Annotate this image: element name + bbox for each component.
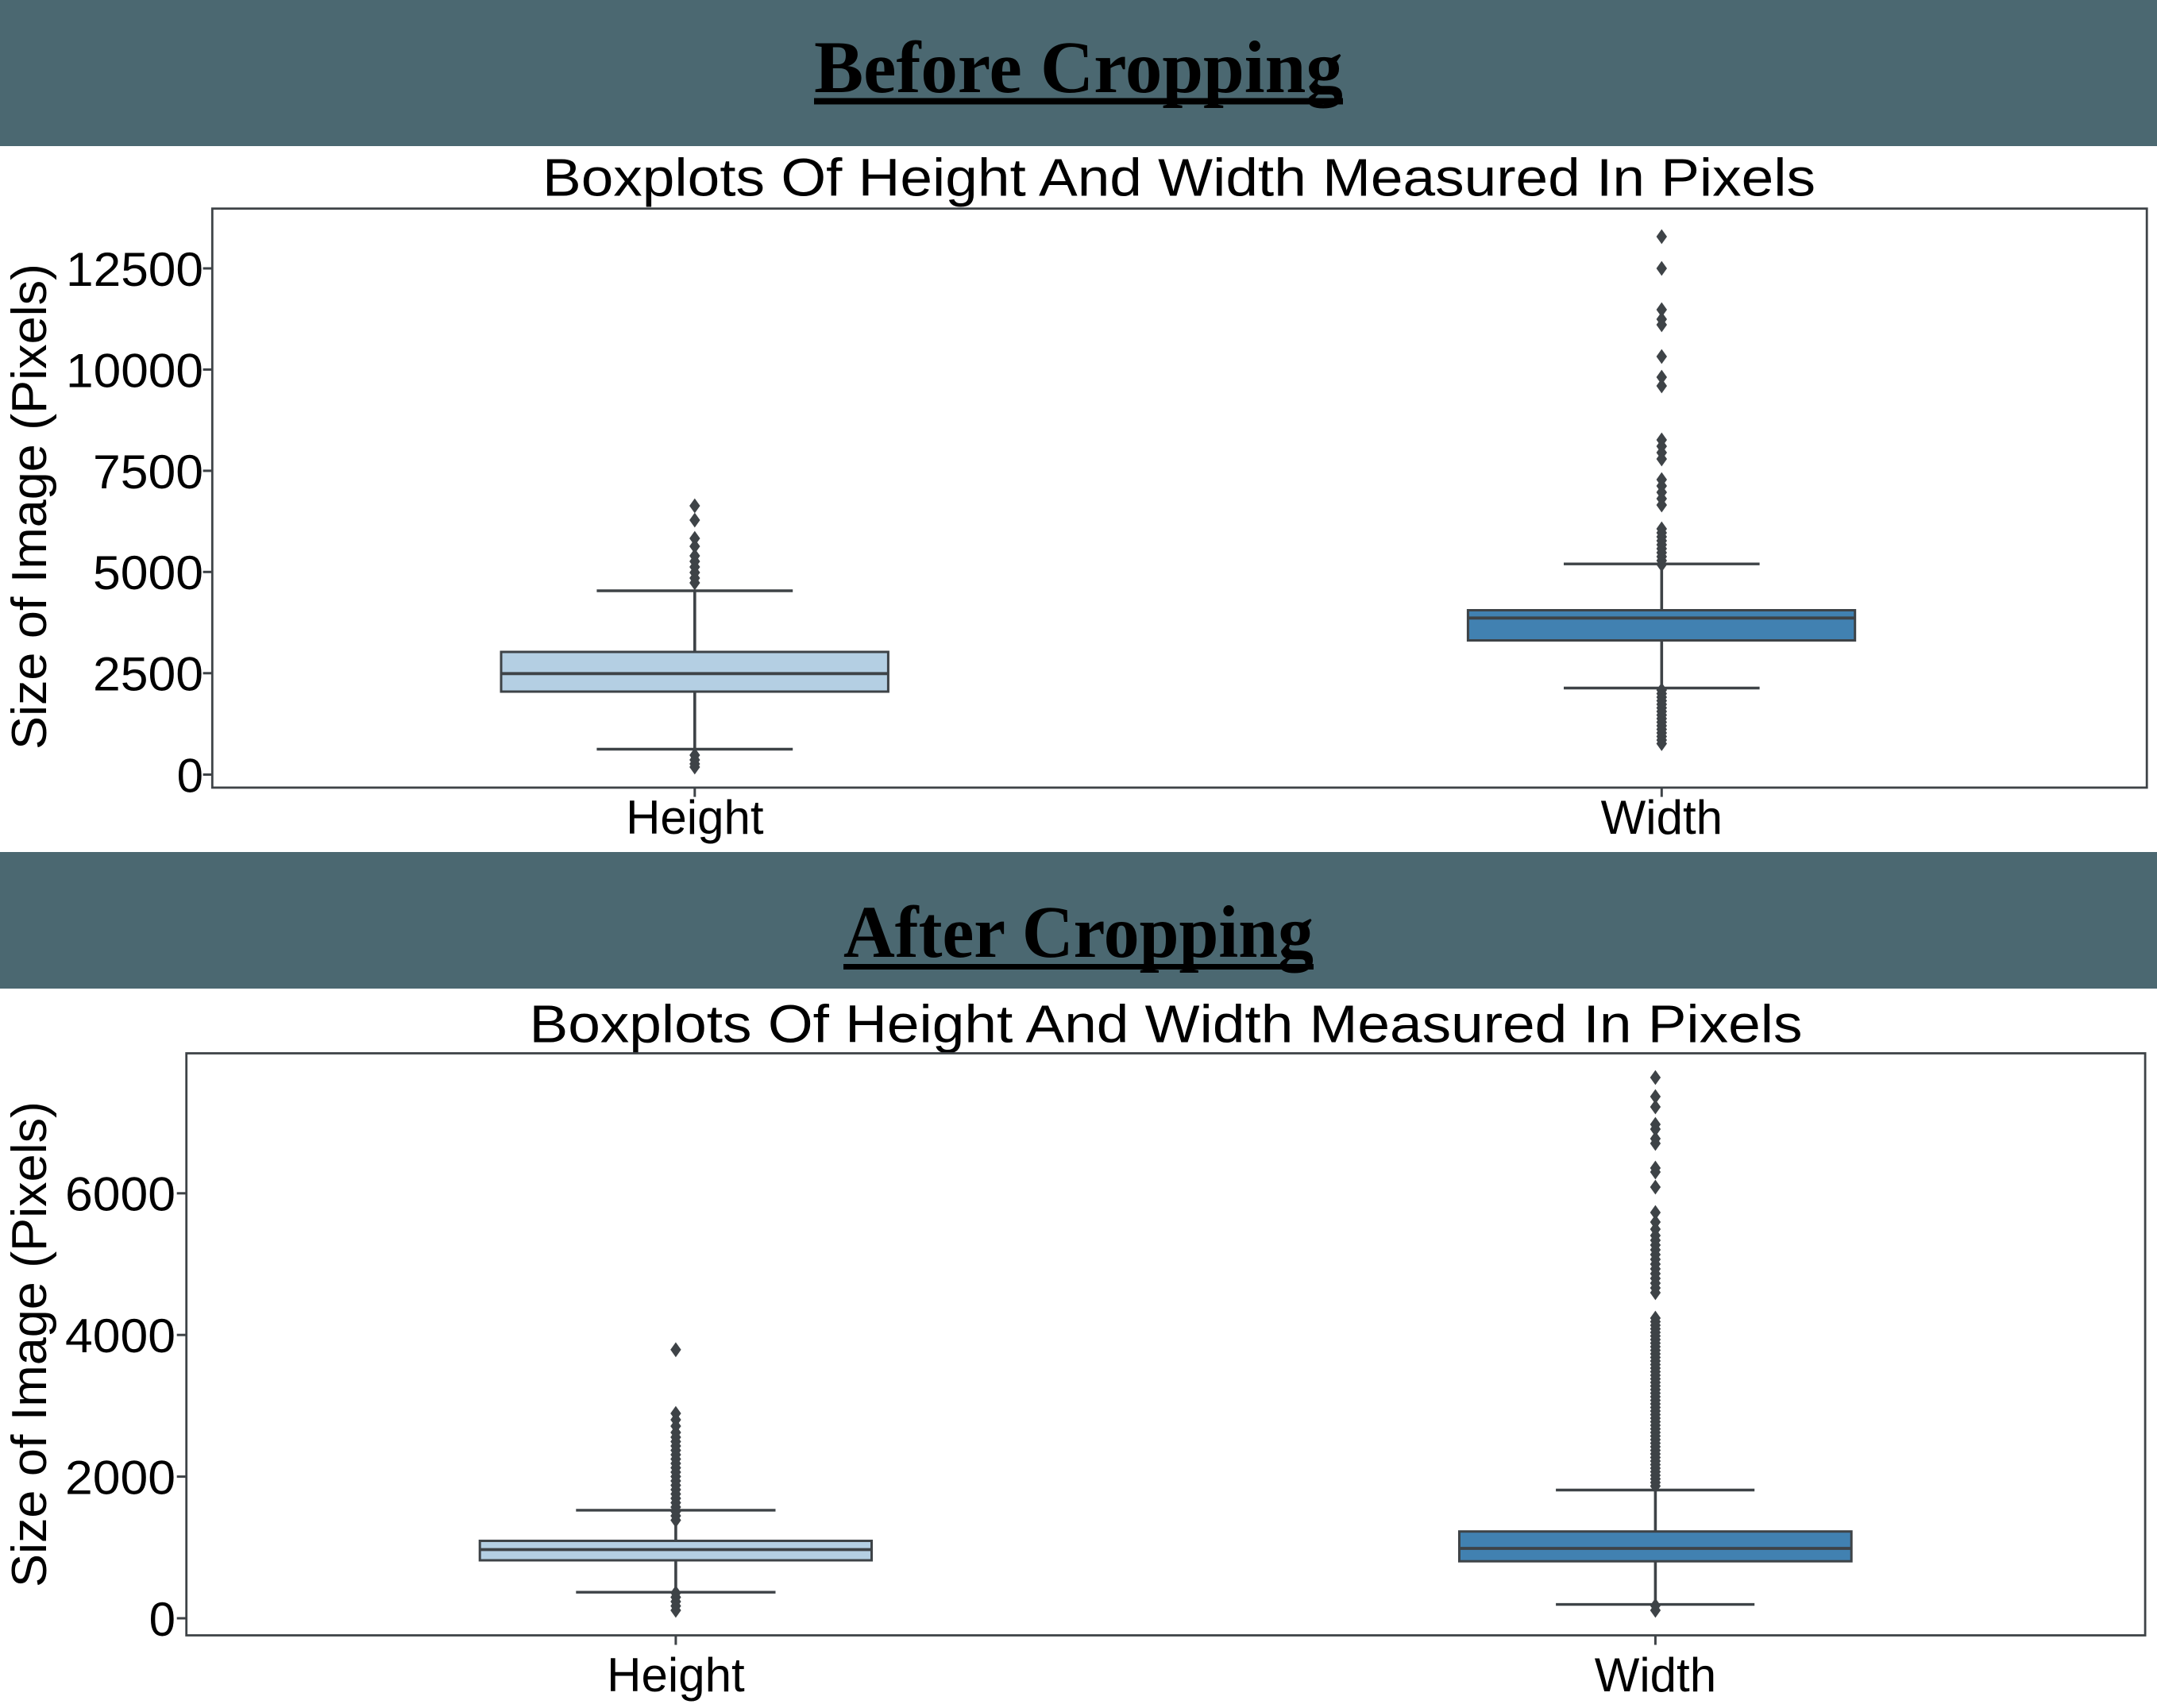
svg-text:Width: Width: [1601, 791, 1723, 844]
svg-text:4000: 4000: [65, 1309, 176, 1363]
svg-text:0: 0: [149, 1593, 176, 1646]
svg-text:12500: 12500: [66, 243, 203, 296]
svg-text:Boxplots Of Height And Width M: Boxplots Of Height And Width Measured In…: [530, 995, 1803, 1054]
svg-text:After Cropping: After Cropping: [843, 892, 1314, 974]
svg-text:Size of Image (Pixels): Size of Image (Pixels): [2, 1101, 57, 1587]
svg-text:2000: 2000: [65, 1452, 176, 1505]
svg-text:7500: 7500: [93, 445, 203, 499]
svg-text:10000: 10000: [66, 344, 203, 397]
svg-text:2500: 2500: [93, 648, 203, 701]
svg-text:Width: Width: [1595, 1648, 1716, 1702]
svg-text:Height: Height: [607, 1648, 745, 1702]
svg-text:0: 0: [177, 749, 203, 802]
svg-text:6000: 6000: [65, 1168, 176, 1221]
svg-text:5000: 5000: [93, 546, 203, 600]
svg-text:Height: Height: [626, 791, 764, 844]
svg-text:Before Cropping: Before Cropping: [814, 27, 1343, 109]
svg-text:Boxplots Of Height And Width M: Boxplots Of Height And Width Measured In…: [542, 148, 1816, 207]
svg-text:Size of Image (Pixels): Size of Image (Pixels): [2, 264, 57, 750]
